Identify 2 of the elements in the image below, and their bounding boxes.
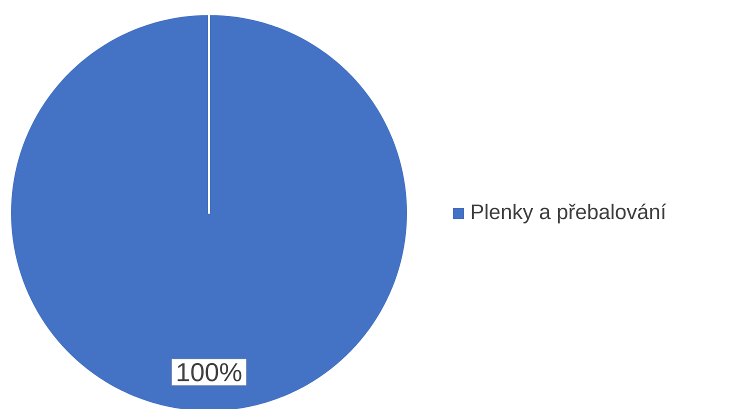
legend-label: Plenky a přebalování	[472, 204, 666, 224]
data-label: 100%	[178, 362, 242, 382]
